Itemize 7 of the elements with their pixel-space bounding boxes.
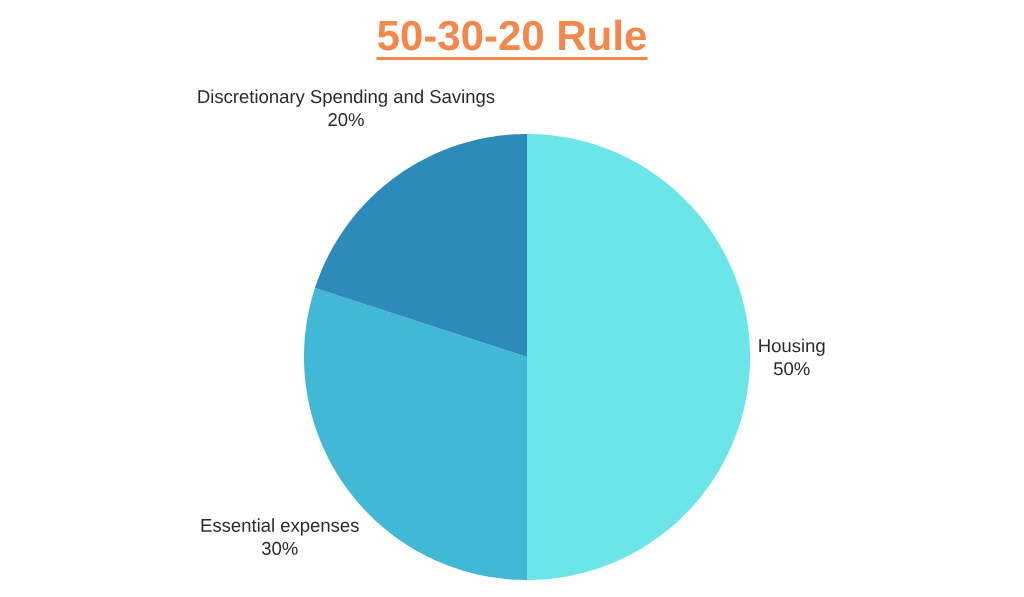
data-label: 30% <box>261 541 298 555</box>
data-label: 50% <box>773 362 810 376</box>
slice-label: Essential expenses <box>201 518 359 536</box>
chart-title: 50-30-20 Rule <box>377 19 646 51</box>
slice-label: Discretionary Spending and Savings <box>198 89 495 107</box>
data-label: 20% <box>328 113 364 127</box>
slice-label: Housing <box>759 338 825 356</box>
